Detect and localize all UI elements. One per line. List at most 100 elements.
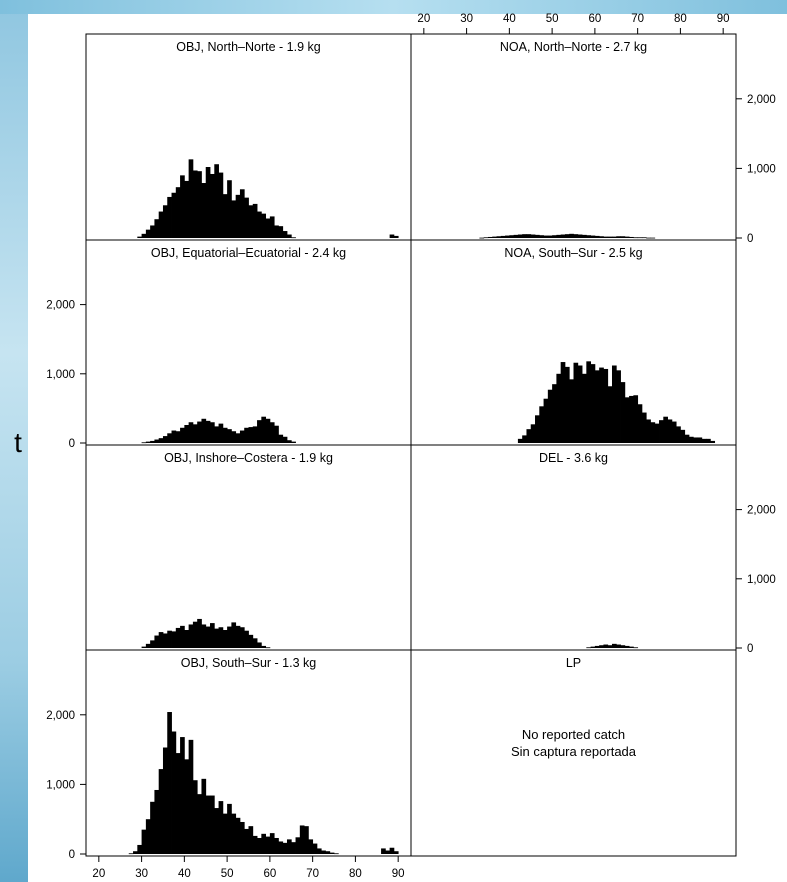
histogram-bar xyxy=(505,235,510,238)
histogram-bar xyxy=(496,236,502,238)
histogram-bar xyxy=(552,235,557,238)
histogram-bar xyxy=(569,379,574,443)
histogram-bar xyxy=(282,842,288,854)
histogram-bar xyxy=(684,434,690,443)
x-tick-label: 90 xyxy=(392,868,405,880)
histogram-bar xyxy=(150,440,155,443)
histogram-bar xyxy=(706,438,711,443)
histogram-bar xyxy=(599,645,604,648)
histogram-bar xyxy=(564,234,570,238)
histogram-bar xyxy=(214,426,219,443)
histogram-bar xyxy=(269,216,275,238)
panel-title-obj-equatorial: OBJ, Equatorial–Ecuatorial - 2.4 kg xyxy=(151,246,346,260)
histogram-bar xyxy=(624,397,630,443)
histogram-bar xyxy=(141,829,147,854)
histogram-bar xyxy=(141,646,147,648)
histogram-bar xyxy=(633,237,639,239)
histogram-bar xyxy=(171,192,177,238)
histogram-bar xyxy=(308,839,314,854)
panel-title-noa-south: NOA, South–Sur - 2.5 kg xyxy=(504,246,642,260)
x-tick-label: 30 xyxy=(460,13,473,25)
histogram-bar xyxy=(291,237,296,239)
histogram-bar xyxy=(162,633,168,648)
histogram-bar xyxy=(158,632,164,648)
histogram-bar xyxy=(688,436,694,443)
histogram-bar xyxy=(274,425,279,443)
histogram-bar xyxy=(278,841,284,854)
histogram-bar xyxy=(509,235,515,238)
histogram-bar xyxy=(620,382,626,443)
panel-frame-obj-equatorial xyxy=(85,239,412,446)
histogram-bar xyxy=(624,645,630,648)
histogram-bar xyxy=(235,194,241,238)
histogram-bar xyxy=(654,423,660,443)
slide-background-stripe xyxy=(0,0,28,882)
histogram-bar xyxy=(603,644,609,648)
histogram-bar xyxy=(265,418,271,443)
histogram-bar xyxy=(201,418,207,443)
histogram-bar xyxy=(184,180,190,238)
histogram-bar xyxy=(483,237,489,239)
histogram-bar xyxy=(239,430,245,443)
histogram-bar xyxy=(385,850,391,854)
histogram-bar xyxy=(637,237,643,239)
histogram-bar xyxy=(248,826,254,854)
histogram-bar xyxy=(150,225,155,238)
histogram-bar xyxy=(150,640,155,648)
histogram-bar xyxy=(594,370,600,443)
x-tick-label: 40 xyxy=(178,868,191,880)
histogram-bar xyxy=(154,219,160,238)
x-tick-label: 30 xyxy=(135,868,148,880)
histogram-bar xyxy=(239,821,245,854)
histogram-bar xyxy=(577,365,583,443)
x-tick-label: 70 xyxy=(306,868,319,880)
y-tick-label: 1,000 xyxy=(747,163,776,175)
histogram-bar xyxy=(291,441,296,443)
histogram-bar xyxy=(171,430,177,443)
histogram-bar xyxy=(210,795,215,854)
histogram-bar xyxy=(286,440,292,443)
histogram-bar xyxy=(128,853,134,855)
histogram-bar xyxy=(611,643,617,648)
histogram-bar xyxy=(299,825,305,854)
histogram-bar xyxy=(145,643,151,648)
histogram-bar xyxy=(154,789,160,854)
histogram-bar xyxy=(227,803,232,854)
histogram-bar xyxy=(547,235,553,238)
histogram-bar xyxy=(594,645,600,648)
histogram-bar xyxy=(611,365,617,443)
histogram-bar xyxy=(586,361,592,443)
x-tick-label: 20 xyxy=(92,868,105,880)
panel-title-obj-inshore: OBJ, Inshore–Costera - 1.9 kg xyxy=(164,451,333,465)
histogram-bar xyxy=(167,433,172,443)
histogram-bar xyxy=(261,833,267,854)
histogram-bar xyxy=(552,384,557,443)
histogram-bar xyxy=(205,795,211,854)
histogram-bar xyxy=(274,837,279,854)
histogram-bar xyxy=(205,167,211,238)
histogram-bar xyxy=(167,712,172,854)
histogram-bar xyxy=(227,429,232,443)
histogram-bar xyxy=(261,645,267,648)
histogram-bar xyxy=(594,235,600,238)
histogram-bar xyxy=(218,172,224,238)
histogram-bar xyxy=(282,436,288,443)
histogram-bar xyxy=(539,235,544,238)
x-tick-label: 80 xyxy=(674,13,687,25)
histogram-bar xyxy=(278,434,284,443)
histogram-bar xyxy=(261,213,267,238)
histogram-bar xyxy=(197,421,202,443)
histogram-bar xyxy=(667,419,673,443)
histogram-bar xyxy=(180,625,185,648)
histogram-bar xyxy=(325,851,331,854)
histogram-bar xyxy=(701,438,707,443)
histogram-bar xyxy=(222,194,228,238)
histogram-bar xyxy=(145,441,151,443)
histogram-bar xyxy=(197,171,202,238)
histogram-bar xyxy=(500,235,506,238)
histogram-bar xyxy=(158,211,164,238)
histogram-bar xyxy=(252,835,258,854)
histogram-bar xyxy=(611,236,617,238)
histogram-bar xyxy=(252,638,258,648)
histogram-bar xyxy=(205,420,211,443)
